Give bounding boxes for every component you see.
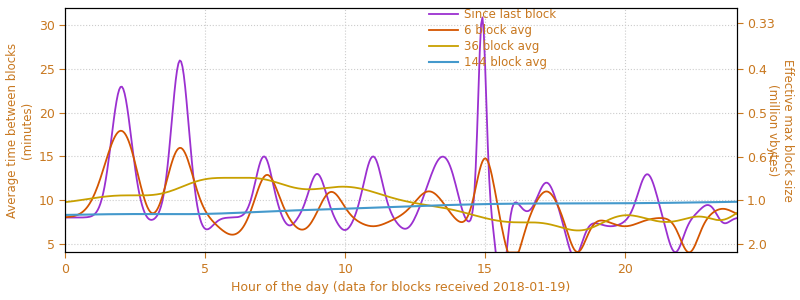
6 block avg (503, 251, 513, 254)
Line: 144 block avg: 144 block avg (66, 202, 737, 215)
Legend: Since last block, 6 block avg, 36 block avg, 144 block avg: Since last block, 6 block avg, 36 block … (426, 5, 559, 71)
36 block avg (239, 176, 249, 179)
Since last block (614, 223, 623, 227)
36 block avg (462, 211, 471, 215)
Since last block (424, 180, 434, 184)
Since last block (460, 215, 470, 219)
36 block avg (573, 229, 582, 232)
36 block avg (381, 194, 390, 198)
Line: 36 block avg: 36 block avg (66, 178, 737, 230)
Y-axis label: Effective max block size
(million vbytes): Effective max block size (million vbytes… (766, 59, 794, 202)
144 block avg (424, 204, 434, 208)
Since last block (383, 203, 393, 207)
144 block avg (383, 206, 393, 209)
Since last block (494, 272, 503, 276)
36 block avg (732, 211, 742, 215)
Since last block (732, 216, 742, 220)
36 block avg (61, 200, 70, 204)
144 block avg (716, 200, 726, 204)
6 block avg (61, 215, 70, 219)
6 block avg (425, 190, 434, 193)
36 block avg (614, 214, 623, 218)
36 block avg (385, 195, 394, 199)
Since last block (478, 16, 487, 19)
Since last block (718, 221, 728, 225)
Line: Since last block: Since last block (66, 17, 737, 274)
6 block avg (718, 207, 728, 211)
144 block avg (732, 200, 742, 204)
Since last block (61, 216, 70, 219)
36 block avg (425, 204, 434, 207)
144 block avg (61, 213, 70, 217)
144 block avg (460, 203, 470, 206)
6 block avg (462, 217, 471, 221)
6 block avg (614, 224, 623, 227)
144 block avg (611, 202, 621, 205)
X-axis label: Hour of the day (data for blocks received 2018-01-19): Hour of the day (data for blocks receive… (231, 281, 570, 294)
6 block avg (381, 221, 390, 225)
6 block avg (385, 220, 394, 223)
6 block avg (116, 129, 126, 133)
6 block avg (732, 212, 742, 215)
144 block avg (379, 206, 389, 209)
Y-axis label: Average time between blocks
(minutes): Average time between blocks (minutes) (6, 43, 34, 218)
Since last block (379, 189, 389, 192)
36 block avg (718, 218, 728, 222)
Line: 6 block avg: 6 block avg (66, 131, 737, 253)
